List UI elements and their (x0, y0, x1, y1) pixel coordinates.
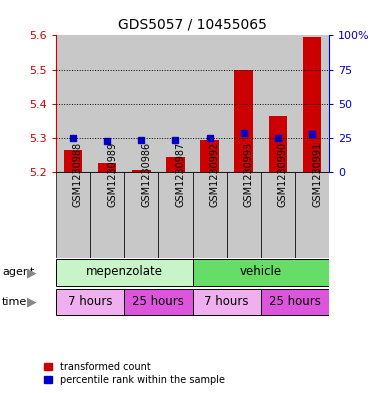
FancyBboxPatch shape (261, 288, 329, 315)
Bar (192, 35, 227, 172)
Text: vehicle: vehicle (240, 265, 282, 278)
Bar (166, 156, 185, 172)
Text: 7 hours: 7 hours (68, 295, 112, 308)
Text: GSM1230991: GSM1230991 (312, 142, 322, 207)
FancyBboxPatch shape (295, 172, 329, 258)
Bar (132, 170, 151, 172)
Bar (56, 35, 90, 172)
Text: GSM1230989: GSM1230989 (107, 142, 117, 207)
Bar (303, 37, 321, 172)
Bar (295, 35, 329, 172)
Bar (234, 70, 253, 172)
Text: GSM1230987: GSM1230987 (176, 142, 186, 207)
FancyBboxPatch shape (227, 172, 261, 258)
FancyBboxPatch shape (56, 259, 192, 286)
FancyBboxPatch shape (158, 172, 192, 258)
Bar (90, 35, 124, 172)
FancyBboxPatch shape (192, 259, 329, 286)
Text: GDS5057 / 10455065: GDS5057 / 10455065 (118, 18, 267, 32)
FancyBboxPatch shape (90, 172, 124, 258)
FancyBboxPatch shape (261, 172, 295, 258)
Legend: transformed count, percentile rank within the sample: transformed count, percentile rank withi… (44, 361, 226, 386)
FancyBboxPatch shape (192, 288, 261, 315)
Bar (98, 163, 117, 172)
Text: 25 hours: 25 hours (132, 295, 184, 308)
Text: time: time (2, 297, 27, 307)
Text: ▶: ▶ (27, 295, 36, 308)
Text: GSM1230990: GSM1230990 (278, 142, 288, 207)
Text: GSM1230988: GSM1230988 (73, 142, 83, 207)
FancyBboxPatch shape (124, 288, 192, 315)
Text: 7 hours: 7 hours (204, 295, 249, 308)
Bar (261, 35, 295, 172)
Text: ▶: ▶ (27, 266, 36, 279)
Text: agent: agent (2, 268, 34, 277)
FancyBboxPatch shape (192, 172, 227, 258)
Bar (200, 140, 219, 172)
Bar (158, 35, 192, 172)
Text: mepenzolate: mepenzolate (85, 265, 162, 278)
FancyBboxPatch shape (56, 172, 90, 258)
Text: GSM1230992: GSM1230992 (209, 142, 219, 207)
Bar (124, 35, 158, 172)
Text: GSM1230986: GSM1230986 (141, 142, 151, 207)
FancyBboxPatch shape (124, 172, 158, 258)
Bar (64, 150, 82, 172)
Text: 25 hours: 25 hours (269, 295, 321, 308)
Text: GSM1230993: GSM1230993 (244, 142, 254, 207)
Bar (268, 116, 287, 172)
Bar (227, 35, 261, 172)
FancyBboxPatch shape (56, 288, 124, 315)
